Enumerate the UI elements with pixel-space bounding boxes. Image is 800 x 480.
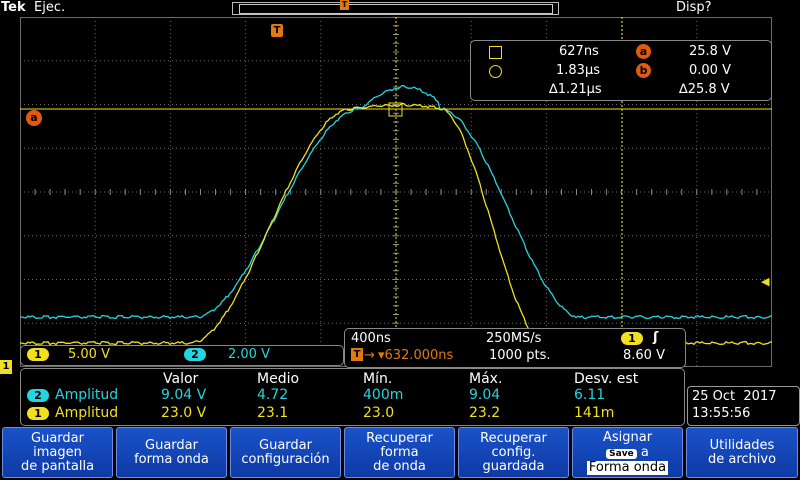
measurement-max: 23.2 bbox=[469, 405, 501, 421]
acquisition-state: Ejec. bbox=[34, 0, 66, 15]
save-icon: Save bbox=[606, 448, 637, 459]
display-status: Disp? bbox=[676, 0, 712, 15]
vertical-scale-panel[interactable]: 1 5.00 V 2 2.00 V bbox=[20, 345, 344, 366]
date-time-display: 25 Oct 2017 13:55:56 bbox=[687, 386, 800, 426]
top-status-bar: Tek Ejec. T Disp? bbox=[0, 0, 800, 17]
cursor-1-time: 627ns bbox=[559, 44, 599, 59]
horizontal-scale: 400ns bbox=[351, 331, 391, 346]
cursor-1-square-icon bbox=[489, 46, 502, 59]
measurement-name: Amplitud bbox=[55, 405, 119, 421]
file-utilities-button[interactable]: Utilidades de archivo bbox=[686, 427, 798, 478]
save-setup-button[interactable]: Guardar configuración bbox=[230, 427, 341, 478]
cursor-square-marker bbox=[388, 102, 403, 117]
channel-1-ground-marker[interactable]: 1 bbox=[0, 360, 12, 374]
record-trigger-marker: T bbox=[340, 0, 349, 10]
channel-1-badge: 1 bbox=[27, 348, 49, 361]
sample-rate: 250MS/s bbox=[486, 331, 542, 346]
cursor-b-icon: b bbox=[636, 63, 651, 78]
cursor-a-value: 25.8 V bbox=[689, 44, 731, 59]
measurement-min: 23.0 bbox=[363, 405, 395, 421]
button-label: Recuperar forma de onda bbox=[366, 430, 433, 474]
measurement-mean: 23.1 bbox=[257, 405, 289, 421]
button-label: Asignar bbox=[602, 429, 653, 445]
measurement-max: 9.04 bbox=[469, 387, 501, 403]
button-label: a bbox=[640, 444, 649, 460]
save-chip-row: Save a bbox=[606, 444, 649, 460]
cursor-a-marker[interactable]: a bbox=[26, 110, 42, 126]
channel-2-badge: 2 bbox=[27, 389, 49, 402]
measurement-table: Valor Medio Mín. Máx. Desv. est 2 Amplit… bbox=[20, 368, 685, 426]
button-label: Forma onda bbox=[586, 459, 669, 475]
channel-2-badge: 2 bbox=[184, 348, 206, 361]
measurement-stddev: 6.11 bbox=[574, 387, 606, 403]
trigger-level: 8.60 V bbox=[623, 348, 665, 363]
cursor-b-value: 0.00 V bbox=[689, 63, 731, 78]
cursor-delta-time: ∆1.21µs bbox=[549, 82, 602, 97]
horizontal-position-arrow-icon: → bbox=[364, 348, 375, 363]
channel-2-scale: 2.00 V bbox=[228, 347, 270, 362]
record-view-bar: T bbox=[232, 0, 559, 15]
timebase-panel[interactable]: 400ns 250MS/s 1 ʃ T → ▾632.000ns 1000 pt… bbox=[344, 328, 686, 368]
recall-waveform-button[interactable]: Recuperar forma de onda bbox=[344, 427, 455, 478]
measurement-stddev: 141m bbox=[574, 405, 615, 421]
cursor-2-circle-icon bbox=[489, 65, 502, 78]
cursor-delta-value: ∆25.8 V bbox=[679, 82, 730, 97]
channel-1-scale: 5.00 V bbox=[68, 347, 110, 362]
channel-2-waveform bbox=[20, 84, 772, 320]
cursor-readout-panel: 627ns a 25.8 V 1.83µs b 0.00 V ∆1.21µs ∆… bbox=[470, 40, 772, 101]
measurement-name: Amplitud bbox=[55, 387, 119, 403]
horizontal-position: ▾632.000ns bbox=[378, 348, 454, 363]
cursor-a-icon: a bbox=[636, 44, 651, 59]
measurement-value: 9.04 V bbox=[161, 387, 207, 403]
assign-save-button[interactable]: Asignar Save a Forma onda bbox=[572, 427, 683, 478]
button-label: Guardar forma onda bbox=[134, 437, 209, 467]
date: 25 Oct 2017 bbox=[692, 389, 777, 404]
button-label: Recuperar config. guardada bbox=[480, 430, 547, 474]
button-label: Utilidades de archivo bbox=[707, 437, 777, 467]
time: 13:55:56 bbox=[692, 406, 751, 421]
cursor-2-time: 1.83µs bbox=[556, 63, 600, 78]
save-screen-image-button[interactable]: Guardar imagen de pantalla bbox=[2, 427, 113, 478]
column-header: Mín. bbox=[363, 371, 393, 387]
trigger-source-badge: 1 bbox=[621, 332, 643, 345]
column-header: Desv. est bbox=[574, 371, 639, 387]
measurement-mean: 4.72 bbox=[257, 387, 289, 403]
save-waveform-button[interactable]: Guardar forma onda bbox=[116, 427, 227, 478]
record-length: 1000 pts. bbox=[489, 348, 551, 363]
trigger-position-icon: T bbox=[351, 348, 363, 361]
button-label: Guardar configuración bbox=[241, 437, 330, 467]
column-header: Valor bbox=[163, 371, 199, 387]
bottom-menu: Guardar imagen de pantalla Guardar forma… bbox=[0, 425, 800, 480]
column-header: Máx. bbox=[469, 371, 503, 387]
measurement-value: 23.0 V bbox=[161, 405, 207, 421]
recall-setup-button[interactable]: Recuperar config. guardada bbox=[458, 427, 569, 478]
brand-logo: Tek bbox=[1, 0, 26, 15]
trigger-slope-icon: ʃ bbox=[653, 330, 659, 345]
channel-1-badge: 1 bbox=[27, 407, 49, 420]
column-header: Medio bbox=[257, 371, 300, 387]
button-label: Guardar imagen de pantalla bbox=[20, 430, 95, 474]
trigger-level-arrow-icon: ◀ bbox=[761, 275, 770, 288]
record-view-window bbox=[239, 4, 553, 14]
trigger-time-marker[interactable]: T bbox=[271, 24, 283, 37]
measurement-min: 400m bbox=[363, 387, 404, 403]
